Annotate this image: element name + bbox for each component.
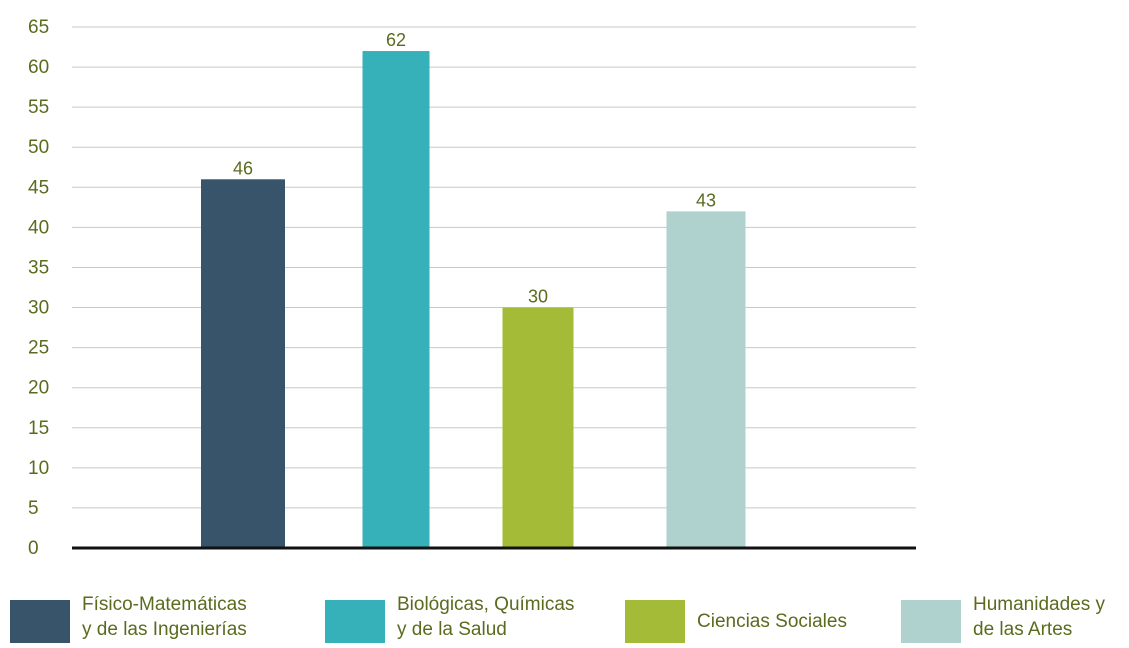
legend: Físico-Matemáticas y de las Ingenierías … (0, 590, 1129, 648)
bar (502, 307, 574, 548)
bar-data-label: 30 (528, 287, 548, 307)
y-tick-label: 65 (28, 17, 49, 38)
y-tick-label: 10 (28, 458, 49, 479)
y-tick-label: 30 (28, 298, 49, 319)
legend-label-line: Físico-Matemáticas (82, 593, 247, 615)
bar (362, 51, 430, 549)
bar (201, 179, 285, 549)
y-tick-label: 45 (28, 177, 49, 198)
y-tick-label: 0 (28, 538, 39, 559)
legend-item-biologicas: Biológicas, Químicas y de la Salud (325, 590, 574, 643)
legend-swatch (325, 600, 385, 643)
y-axis-tick-labels: 0 5 10 15 20 25 30 35 40 45 50 55 60 65 (28, 17, 49, 559)
legend-label-line: y de la Salud (397, 618, 507, 640)
gridlines (72, 26, 916, 509)
legend-swatch (901, 600, 961, 643)
y-tick-label: 15 (28, 418, 49, 439)
legend-label: Biológicas, Químicas y de la Salud (397, 592, 574, 642)
legend-label-line: Humanidades y (973, 593, 1106, 615)
legend-label: Ciencias Sociales (697, 599, 847, 634)
y-tick-label: 40 (28, 217, 49, 238)
bar-data-label: 46 (233, 158, 253, 178)
legend-swatch (625, 600, 685, 643)
legend-item-fisico-matematicas: Físico-Matemáticas y de las Ingenierías (10, 590, 247, 643)
legend-label: Físico-Matemáticas y de las Ingenierías (82, 592, 247, 642)
legend-label: Humanidades y de las Artes (973, 592, 1105, 642)
data-labels: 46 62 30 43 (233, 30, 716, 306)
legend-label-line: Biológicas, Químicas (397, 593, 575, 615)
bar-chart: 0 5 10 15 20 25 30 35 40 45 50 55 60 65 46 62 30 43 (28, 17, 916, 559)
y-tick-label: 60 (28, 57, 49, 78)
legend-item-ciencias-sociales: Ciencias Sociales (625, 590, 847, 643)
legend-item-humanidades: Humanidades y de las Artes (901, 590, 1105, 643)
bar-data-label: 62 (386, 30, 406, 50)
y-tick-label: 55 (28, 97, 49, 118)
bar (666, 211, 746, 548)
legend-label-line: de las Artes (973, 618, 1073, 640)
y-tick-label: 5 (28, 498, 39, 519)
bars (201, 51, 746, 549)
bar-data-label: 43 (696, 190, 716, 210)
y-tick-label: 25 (28, 338, 49, 359)
legend-label-line: y de las Ingenierías (82, 618, 247, 640)
legend-swatch (10, 600, 70, 643)
y-tick-label: 35 (28, 257, 49, 278)
y-tick-label: 20 (28, 378, 49, 399)
y-tick-label: 50 (28, 137, 49, 158)
legend-label-line: Ciencias Sociales (697, 611, 847, 632)
